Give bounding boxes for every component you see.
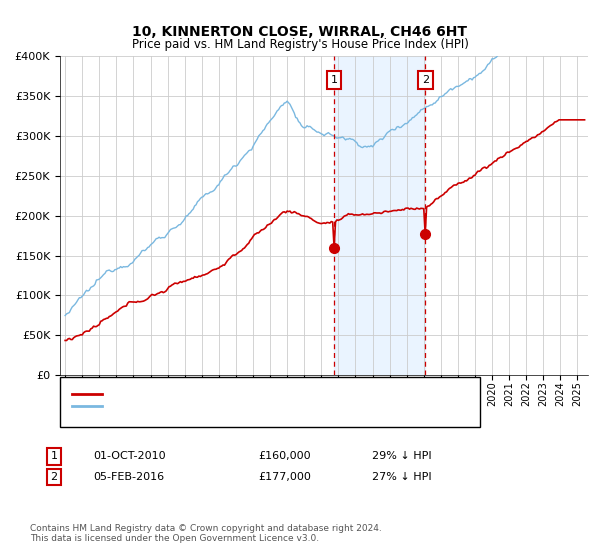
Text: £177,000: £177,000 — [258, 472, 311, 482]
Text: 29% ↓ HPI: 29% ↓ HPI — [372, 451, 431, 461]
Text: 2: 2 — [50, 472, 58, 482]
Text: Contains HM Land Registry data © Crown copyright and database right 2024.
This d: Contains HM Land Registry data © Crown c… — [30, 524, 382, 543]
Bar — [334, 56, 425, 375]
Text: 10, KINNERTON CLOSE, WIRRAL, CH46 6HT (detached house): 10, KINNERTON CLOSE, WIRRAL, CH46 6HT (d… — [105, 389, 423, 399]
Text: 1: 1 — [50, 451, 58, 461]
Text: 05-FEB-2016: 05-FEB-2016 — [93, 472, 164, 482]
Text: 27% ↓ HPI: 27% ↓ HPI — [372, 472, 431, 482]
Text: 2: 2 — [422, 75, 429, 85]
Text: Price paid vs. HM Land Registry's House Price Index (HPI): Price paid vs. HM Land Registry's House … — [131, 38, 469, 50]
Text: 1: 1 — [331, 75, 338, 85]
Text: 01-OCT-2010: 01-OCT-2010 — [93, 451, 166, 461]
Text: HPI: Average price, detached house, Wirral: HPI: Average price, detached house, Wirr… — [105, 401, 329, 411]
Text: 10, KINNERTON CLOSE, WIRRAL, CH46 6HT: 10, KINNERTON CLOSE, WIRRAL, CH46 6HT — [133, 25, 467, 39]
Text: £160,000: £160,000 — [258, 451, 311, 461]
